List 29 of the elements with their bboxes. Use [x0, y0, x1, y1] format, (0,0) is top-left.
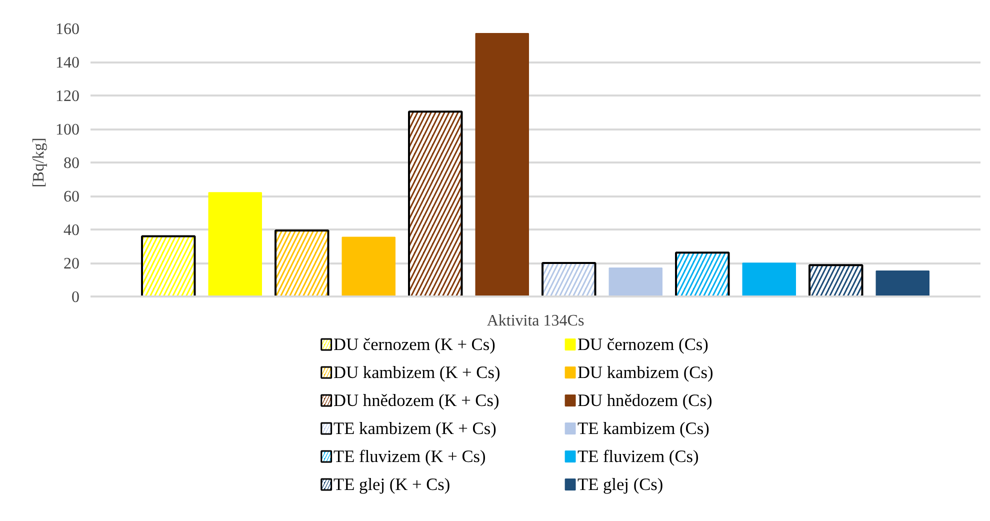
legend-label: DU černozem (Cs): [578, 335, 709, 354]
bar: [608, 268, 662, 296]
x-tick-label: Aktivita 134Cs: [486, 312, 584, 330]
bar: [742, 262, 796, 296]
legend-label: TE kambizem (Cs): [578, 419, 710, 438]
y-tick-label: 140: [56, 54, 80, 72]
legend-label: DU kambizem (K + Cs): [334, 363, 500, 382]
y-tick-label: 60: [64, 188, 80, 206]
y-tick-label: 20: [64, 256, 80, 272]
legend-label: TE glej (K + Cs): [334, 475, 450, 494]
y-tick-label: 120: [56, 88, 80, 105]
bar: [876, 270, 930, 296]
y-tick-label: 40: [64, 222, 80, 239]
bar: [342, 236, 396, 296]
y-axis-title: [Bq/kg]: [30, 138, 48, 188]
bar: [475, 33, 529, 296]
y-tick-label: 160: [56, 21, 80, 38]
legend-label: DU hnědozem (K + Cs): [334, 391, 500, 410]
y-tick-label: 80: [64, 155, 80, 172]
y-tick-label: 0: [72, 289, 80, 306]
legend-label: DU kambizem (Cs): [578, 363, 714, 382]
legend-label: TE fluvizem (K + Cs): [334, 447, 486, 466]
legend-label: DU černozem (K + Cs): [334, 335, 496, 354]
legend-label: TE glej (Cs): [578, 475, 664, 494]
legend-label: DU hnědozem (Cs): [578, 391, 712, 410]
bar: [208, 192, 262, 296]
y-tick-label: 100: [56, 122, 80, 138]
legend-label: TE kambizem (K + Cs): [334, 419, 497, 438]
legend-label: TE fluvizem (Cs): [578, 447, 700, 466]
